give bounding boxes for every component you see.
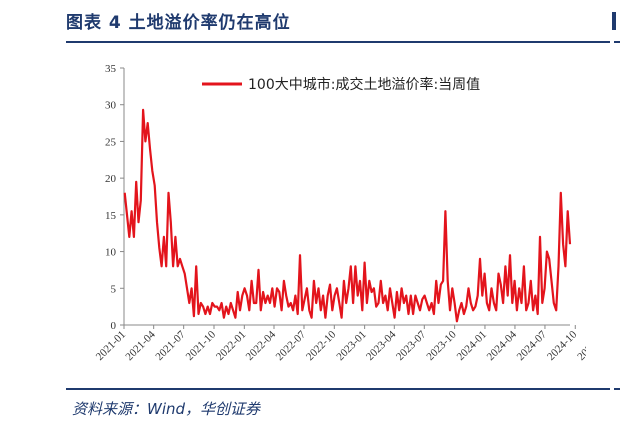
- adjacent-title-rule: [614, 41, 620, 43]
- x-tick-label: 2023-07: [394, 328, 429, 363]
- y-tick-label: 15: [105, 210, 117, 222]
- x-tick-label: 2024-01: [455, 329, 489, 363]
- adjacent-figure-marker: [612, 12, 616, 30]
- x-tick-label: 2024-07: [515, 328, 550, 363]
- x-axis: 2021-012021-042021-072021-102022-012022-…: [94, 324, 586, 363]
- y-tick-label: 5: [111, 283, 117, 295]
- x-tick-label: 2025-01: [575, 329, 586, 363]
- y-tick-label: 35: [105, 63, 117, 75]
- x-tick-label: 2021-07: [153, 328, 188, 363]
- x-tick-label: 2022-01: [214, 329, 248, 363]
- x-tick-label: 2021-10: [184, 328, 219, 363]
- y-tick-label: 25: [105, 136, 117, 148]
- series-layer: [123, 108, 572, 323]
- series-line-land-premium: [123, 108, 572, 323]
- x-tick-label: 2021-04: [123, 328, 158, 363]
- land-premium-line-chart: 0 5 10 15 20 25 30 35 2021-012021-042021-072021…: [94, 63, 586, 363]
- legend: 100大中城市:成交土地溢价率:当周值: [202, 76, 480, 93]
- x-tick-label: 2022-10: [304, 328, 339, 363]
- title-rule: [66, 41, 610, 43]
- source-rule: [66, 388, 610, 390]
- figure-title: 图表 4 土地溢价率仍在高位: [66, 13, 291, 33]
- y-tick-label: 20: [105, 173, 117, 185]
- source-note: 资料来源：Wind，华创证券: [72, 400, 261, 418]
- x-tick-label: 2021-01: [94, 329, 128, 363]
- y-tick-label: 0: [111, 320, 117, 332]
- x-tick-label: 2022-04: [244, 328, 279, 363]
- x-tick-label: 2024-04: [485, 328, 520, 363]
- x-tick-label: 2022-07: [274, 328, 309, 363]
- adjacent-source-rule: [614, 388, 620, 390]
- x-tick-label: 2023-04: [364, 328, 399, 363]
- x-tick-label: 2024-10: [545, 328, 580, 363]
- x-tick-label: 2023-10: [424, 328, 459, 363]
- y-axis: 0 5 10 15 20 25 30 35: [105, 63, 125, 332]
- x-tick-label: 2023-01: [334, 329, 368, 363]
- y-tick-label: 10: [105, 247, 117, 259]
- y-tick-label: 30: [105, 100, 117, 112]
- legend-label: 100大中城市:成交土地溢价率:当周值: [248, 76, 480, 93]
